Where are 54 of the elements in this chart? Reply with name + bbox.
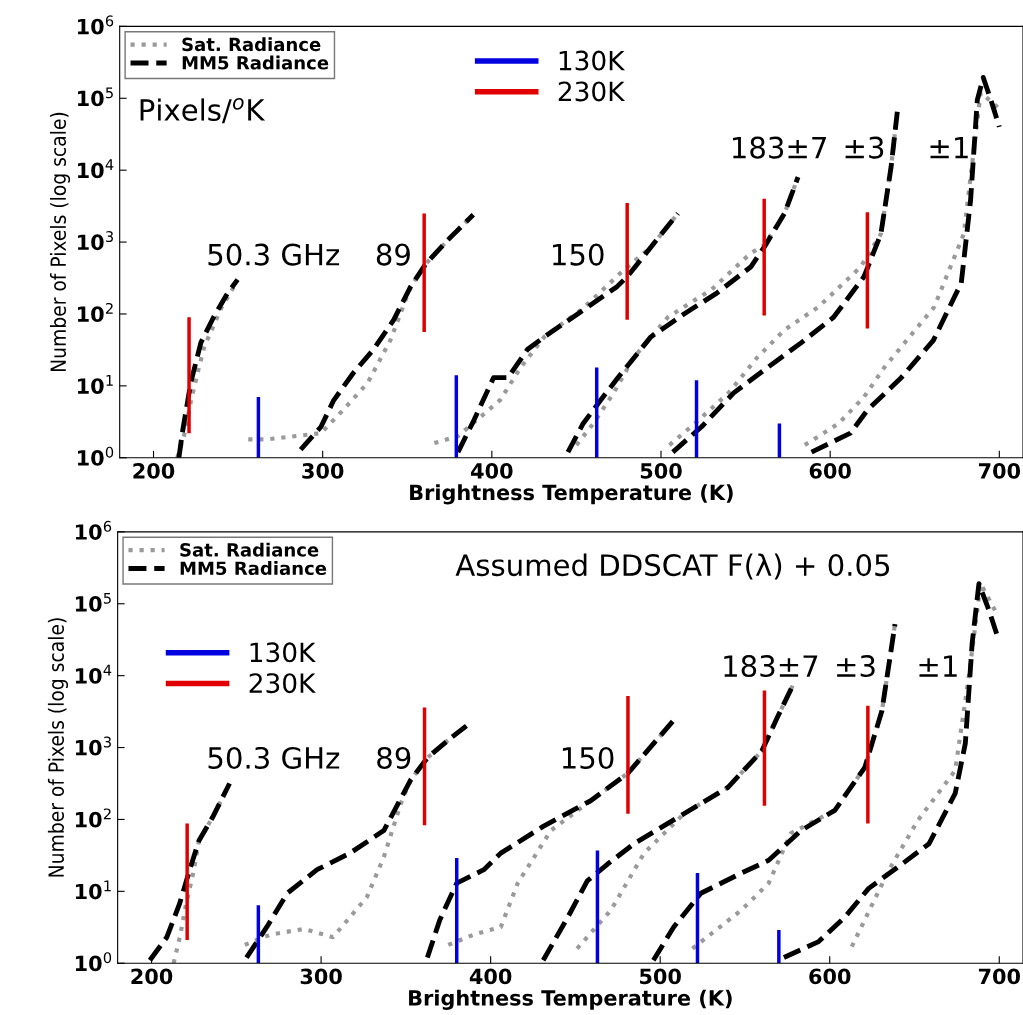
x-tick-label: 200 (133, 462, 175, 479)
x-axis-title: Brightness Temperature (K) (410, 484, 733, 505)
annotation: Assumed DDSCAT F(λ) + 0.05 (455, 553, 890, 580)
x-tick-label: 700 (978, 968, 1021, 985)
y-tick-label: 10$^{3}$ (75, 736, 111, 756)
annotation: 183±7 (732, 136, 826, 159)
legend-label: 130K (559, 50, 626, 71)
annotation: ±3 (845, 136, 884, 159)
x-tick-label: 400 (471, 462, 513, 479)
y-axis-title: Number of Pixels (log scale) (47, 618, 69, 877)
x-tick-label: 400 (469, 968, 512, 985)
annotation: 89 (376, 243, 410, 266)
y-tick-label: 10$^{0}$ (75, 952, 112, 972)
y-tick-label: 10$^{0}$ (78, 446, 114, 466)
y-tick-label: 10$^{6}$ (75, 520, 112, 540)
y-axis-title: Number of Pixels (log scale) (49, 112, 71, 372)
x-tick-label: 500 (640, 968, 681, 985)
y-tick-label: 10$^{1}$ (75, 880, 111, 900)
x-tick-label: 700 (978, 462, 1021, 479)
line-series (147, 781, 232, 963)
annotation: 183±7 (724, 655, 818, 678)
x-tick-label: 600 (809, 968, 851, 985)
y-tick-label: 10$^{1}$ (78, 375, 113, 394)
annotation: ±1 (919, 655, 957, 677)
annotation: Pixels/$^{o}$K (140, 97, 266, 124)
x-tick-label: 500 (640, 462, 682, 479)
y-tick-label: 10$^{4}$ (75, 664, 112, 684)
annotation: ±3 (837, 655, 875, 678)
y-tick-label: 10$^{2}$ (78, 302, 113, 323)
y-tick-label: 10$^{5}$ (78, 87, 113, 107)
legend-label: 230K (249, 673, 316, 694)
annotation: ±1 (930, 136, 968, 159)
y-tick-label: 10$^{2}$ (75, 808, 111, 828)
legend-label: MM5 Radiance (180, 561, 327, 576)
legend-label: Sat. Radiance (180, 542, 319, 557)
legend-label: 230K (558, 81, 626, 102)
legend-label: Sat. Radiance (182, 37, 321, 52)
y-tick-label: 10$^{6}$ (78, 15, 114, 35)
annotation: 150 (553, 243, 604, 266)
annotation: 150 (562, 746, 614, 769)
y-tick-label: 10$^{3}$ (78, 231, 113, 251)
annotation: 50.3 GHz (208, 243, 340, 266)
x-axis-title: Brightness Temperature (K) (409, 989, 732, 1010)
x-tick-label: 600 (809, 462, 851, 479)
line-series (650, 621, 898, 963)
annotation: 89 (377, 746, 411, 769)
legend-label: 130K (250, 642, 316, 663)
annotation: 50.3 GHz (208, 746, 340, 769)
y-tick-label: 10$^{4}$ (78, 159, 114, 179)
legend-label: MM5 Radiance (182, 55, 329, 70)
x-tick-label: 200 (131, 968, 173, 985)
y-tick-label: 10$^{5}$ (75, 592, 111, 612)
x-tick-label: 300 (302, 462, 344, 479)
x-tick-label: 300 (300, 968, 342, 985)
